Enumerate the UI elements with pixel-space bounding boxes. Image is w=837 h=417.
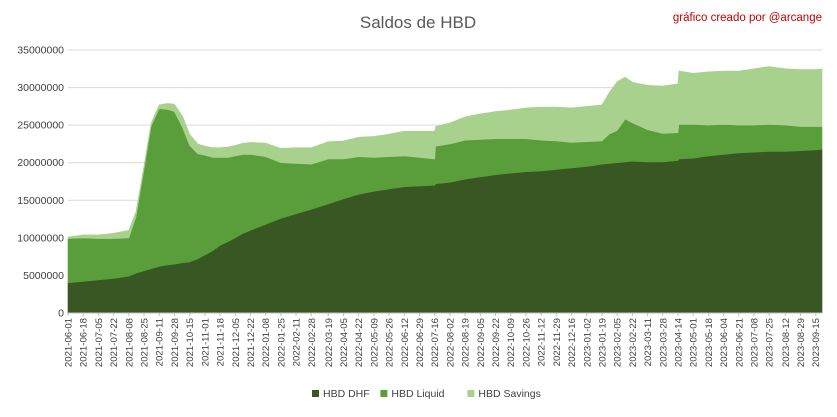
legend-swatch-hbd-liquid [380, 390, 388, 397]
x-tick-label: 2022-04-22 [354, 318, 365, 367]
legend-swatch-hbd-savings [467, 390, 475, 397]
y-tick-label: 5000000 [23, 270, 64, 282]
x-tick-label: 2021-09-11 [155, 318, 166, 366]
x-tick-label: 2021-09-28 [170, 318, 181, 367]
x-tick-label: 2021-11-01 [200, 318, 211, 366]
x-tick-label: 2023-09-15 [811, 318, 822, 367]
legend-swatch-hbd-dhf [312, 390, 319, 397]
x-tick-label: 2022-01-08 [261, 318, 272, 367]
x-tick-label: 2021-06-18 [79, 318, 90, 367]
series-area-hbd-savings [67, 66, 823, 239]
y-tick-label: 0 [58, 308, 64, 320]
x-tick-label: 2021-08-25 [140, 318, 151, 367]
x-tick-label: 2022-06-29 [415, 318, 426, 367]
chart-credit: gráfico creado por @arcange [673, 12, 822, 24]
legend-label-hbd-dhf: HBD DHF [323, 388, 370, 400]
y-tick-label: 15000000 [17, 195, 64, 207]
x-tick-label: 2023-04-14 [673, 317, 684, 367]
x-tick-label: 2022-02-28 [307, 318, 318, 367]
x-tick-label: 2022-03-19 [324, 318, 335, 367]
x-tick-label: 2022-05-26 [385, 318, 396, 367]
x-tick-label: 2022-09-22 [491, 318, 502, 367]
x-tick-label: 2023-02-22 [628, 318, 639, 367]
x-tick-label: 2021-12-22 [246, 318, 257, 367]
x-tick-label: 2021-06-01 [64, 318, 75, 367]
x-tick-label: 2022-06-12 [400, 318, 411, 367]
x-tick-label: 2023-06-04 [719, 317, 730, 367]
x-tick-label: 2023-02-05 [613, 318, 624, 367]
x-tick-label: 2022-10-09 [506, 318, 517, 367]
x-tick-label: 2021-11-18 [216, 318, 227, 366]
x-axis: 2021-06-01 2021-06-18 2021-07-05 2021-07-22… [64, 313, 822, 367]
x-tick-label: 2022-11-29 [552, 318, 563, 366]
x-tick-label: 2022-12-16 [567, 318, 578, 367]
legend: HBD DHF HBD Liquid HBD Savings [312, 388, 541, 400]
x-tick-label: 2022-07-16 [430, 318, 441, 367]
x-tick-label: 2023-05-01 [689, 318, 700, 367]
x-tick-label: 2021-07-05 [94, 318, 105, 367]
x-tick-label: 2022-01-25 [276, 318, 287, 367]
x-tick-label: 2022-08-02 [445, 318, 456, 367]
x-tick-label: 2022-04-05 [339, 318, 350, 367]
x-tick-label: 2022-11-12 [537, 318, 548, 366]
x-tick-label: 2021-07-22 [109, 318, 120, 367]
x-tick-label: 2023-01-19 [597, 318, 608, 367]
x-tick-label: 2022-02-11 [292, 318, 303, 366]
x-tick-label: 2023-05-18 [704, 318, 715, 367]
x-tick-label: 2021-08-08 [124, 318, 135, 367]
legend-label-hbd-savings: HBD Savings [478, 388, 540, 400]
y-tick-label: 20000000 [17, 157, 64, 169]
x-tick-label: 2023-08-12 [781, 318, 792, 367]
x-tick-label: 2023-03-11 [643, 318, 654, 366]
x-tick-label: 2022-05-09 [369, 318, 380, 367]
x-tick-label: 2023-06-21 [734, 318, 745, 367]
x-tick-label: 2021-12-05 [231, 318, 242, 367]
y-tick-label: 35000000 [17, 45, 64, 57]
x-tick-label: 2023-07-25 [765, 318, 776, 367]
x-tick-label: 2023-07-08 [750, 318, 761, 367]
x-tick-label: 2021-10-15 [185, 318, 196, 367]
x-tick-label: 2022-08-19 [461, 318, 472, 367]
y-tick-label: 30000000 [17, 82, 64, 94]
x-tick-label: 2023-03-28 [658, 318, 669, 367]
x-tick-label: 2022-09-05 [476, 318, 487, 367]
x-tick-label: 2022-10-26 [521, 318, 532, 367]
y-tick-label: 10000000 [17, 232, 64, 244]
x-tick-label: 2023-01-02 [582, 318, 593, 367]
y-axis: 0 5000000 10000000 15000000 20000000 25000000… [17, 45, 64, 320]
legend-label-hbd-liquid: HBD Liquid [391, 388, 444, 400]
x-tick-label: 2023-08-29 [796, 318, 807, 367]
chart-title: Saldos de HBD [360, 13, 476, 32]
series-areas [67, 66, 823, 314]
y-tick-label: 25000000 [17, 120, 64, 132]
